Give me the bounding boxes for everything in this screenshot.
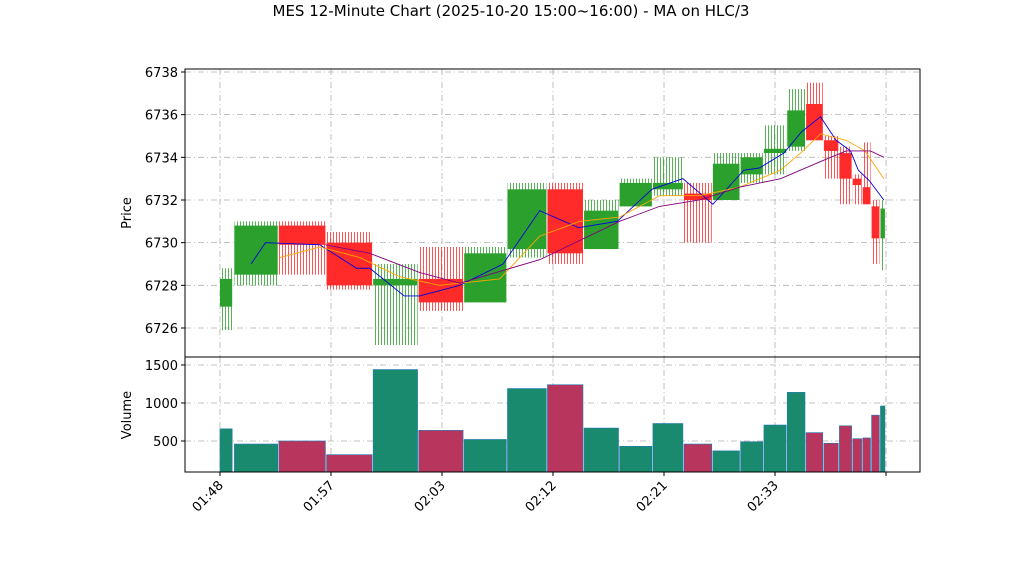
candle-body [278, 225, 326, 245]
plot-layer: 6726 6728 6730 6732 6734 6736 6738 500 1000 1500 0… [145, 66, 920, 515]
volume-axis-label: Volume [120, 391, 135, 439]
volume-bar [619, 446, 653, 473]
candle-wick [373, 263, 418, 346]
volume-bar [880, 405, 886, 473]
volume-bar [786, 392, 806, 473]
volume-bar [683, 443, 713, 473]
x-tick-label: 02:33 [745, 478, 782, 515]
volume-bar [763, 424, 787, 473]
x-tick-label: 02:12 [523, 478, 560, 515]
volume-bar [862, 437, 871, 473]
volume-frame [184, 356, 921, 473]
volume-bar [652, 423, 684, 473]
y-tick-label: 1500 [145, 359, 178, 374]
candle-wick [683, 182, 712, 243]
chart-title: MES 12-Minute Chart (2025-10-20 15:00~16… [273, 2, 750, 20]
y-tick-label: 6728 [145, 279, 178, 294]
candle-body [852, 178, 862, 186]
y-tick-label: 6736 [145, 109, 178, 124]
volume-bar [823, 442, 839, 473]
candle-body [507, 189, 547, 250]
candle-body [219, 278, 233, 307]
ma-line [279, 133, 885, 286]
volume-bar [326, 454, 373, 473]
candle-body [862, 187, 871, 205]
y-tick-label: 6730 [145, 237, 178, 252]
candle-body [740, 157, 763, 175]
volume-bar [418, 430, 464, 473]
x-tick-label: 02:03 [412, 478, 449, 515]
y-tick-label: 500 [153, 435, 178, 450]
candle-body [871, 206, 880, 239]
volume-bar [805, 432, 824, 473]
candle-body [619, 182, 652, 207]
y-axis-label: Price [120, 197, 135, 229]
volume-bar [278, 440, 326, 473]
volume-bar [712, 450, 740, 473]
volume-bar [219, 428, 233, 473]
volume-bar [234, 443, 278, 473]
volume-bar [740, 441, 764, 473]
volume-bar [583, 427, 619, 473]
y-tick-label: 1000 [145, 397, 178, 412]
candle-wick [652, 157, 683, 196]
volume-bar [547, 384, 584, 473]
candle-body [234, 225, 278, 275]
volume-bar [871, 414, 880, 473]
volume-bar [463, 439, 507, 473]
candle-wick [852, 174, 862, 205]
ma-line [250, 116, 885, 297]
candle-body [547, 189, 583, 254]
volume-bar [852, 438, 862, 473]
x-tick-label: 02:21 [634, 478, 671, 515]
candle-body [787, 110, 805, 147]
ma-line [325, 150, 885, 284]
y-tick-label: 6726 [145, 322, 178, 337]
y-tick-label: 6734 [145, 151, 178, 166]
candle-wick [862, 142, 871, 205]
candle-body [373, 278, 418, 286]
candle-body [464, 253, 507, 303]
candle-body [763, 148, 787, 154]
x-tick-label: 01:57 [301, 478, 338, 515]
candle-body [823, 140, 839, 151]
candle-body [683, 193, 712, 200]
candle-body [652, 182, 683, 190]
volume-bar [372, 369, 418, 473]
candle-body [880, 208, 885, 239]
candle-body [839, 153, 852, 179]
volume-bar [507, 388, 547, 473]
volume-bar [839, 425, 852, 473]
y-tick-label: 6738 [145, 66, 178, 81]
y-tick-label: 6732 [145, 194, 178, 209]
x-tick-label: 01:48 [190, 478, 227, 515]
